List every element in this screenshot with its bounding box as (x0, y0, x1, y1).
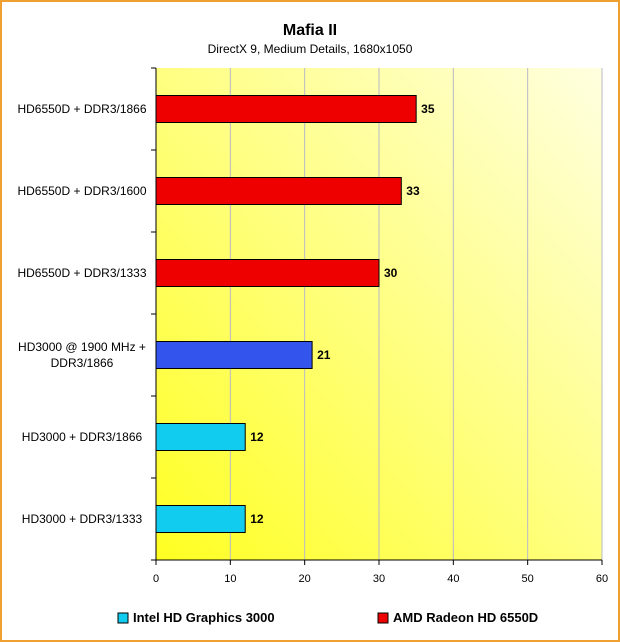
legend-swatch (117, 612, 129, 624)
data-label: 21 (317, 348, 331, 362)
x-tick-label: 60 (596, 573, 608, 585)
data-label: 35 (421, 102, 435, 116)
legend-label: Intel HD Graphics 3000 (133, 610, 275, 625)
x-tick-label: 40 (447, 573, 459, 585)
category-label: HD6550D + DDR3/1333 (17, 266, 146, 280)
bar (155, 95, 417, 123)
x-tick-label: 20 (299, 573, 311, 585)
category-label: HD3000 @ 1900 MHz + DDR3/1866 (18, 340, 146, 370)
category-label: HD3000 + DDR3/1333 (22, 512, 143, 526)
x-tick-label: 10 (224, 573, 236, 585)
bar (155, 423, 246, 451)
data-label: 30 (384, 266, 398, 280)
bar (155, 259, 380, 287)
category-label: HD6550D + DDR3/1600 (17, 184, 146, 198)
bar (155, 341, 313, 369)
x-tick-label: 0 (153, 573, 159, 585)
data-label: 12 (250, 430, 264, 444)
data-label: 12 (250, 512, 264, 526)
chart-title: Mafia II (283, 22, 337, 39)
legend-label: AMD Radeon HD 6550D (393, 610, 538, 625)
legend-swatch (377, 612, 389, 624)
x-tick-label: 50 (522, 573, 534, 585)
chart-subtitle: DirectX 9, Medium Details, 1680x1050 (208, 42, 413, 56)
bar (155, 177, 402, 205)
x-tick-label: 30 (373, 573, 385, 585)
data-label: 33 (406, 184, 420, 198)
bar (155, 505, 246, 533)
category-label: HD6550D + DDR3/1866 (17, 102, 146, 116)
category-label: HD3000 + DDR3/1866 (22, 430, 143, 444)
